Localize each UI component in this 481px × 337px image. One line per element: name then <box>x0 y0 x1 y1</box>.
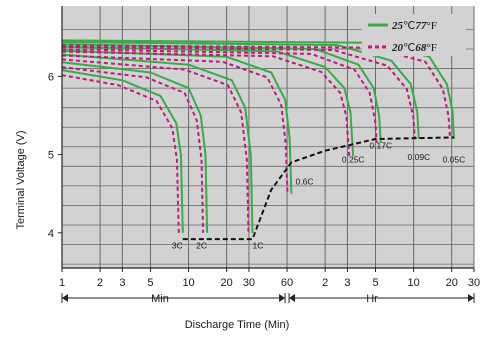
y-tick-label: 4 <box>48 228 54 240</box>
series-line-20c <box>61 50 351 157</box>
series-line-25c <box>61 39 455 140</box>
endpoint-curve-group <box>182 136 455 241</box>
curve-label-2C: 2C <box>196 240 207 250</box>
series-line-20c <box>61 44 451 140</box>
min-range-arrow-head-right <box>279 294 286 302</box>
y-tick-label: 5 <box>48 150 54 162</box>
series-line-20c <box>61 54 289 194</box>
x-tick-label: 3 <box>344 277 350 289</box>
legend-label-solid: 25℃77°F <box>391 20 437 32</box>
x-tick-label: 20 <box>446 277 458 289</box>
curve-label-0-09C: 0.09C <box>408 152 431 162</box>
series-line-25c <box>61 53 254 233</box>
x-tick-label: 5 <box>147 277 153 289</box>
x-tick-label: 10 <box>407 277 419 289</box>
series-line-20c <box>61 66 205 233</box>
legend-background <box>362 14 466 56</box>
series-line-25c <box>61 43 382 143</box>
x-unit-hr-label: Hr <box>366 293 378 305</box>
legend: 25℃77°F 20℃68°F <box>362 14 466 56</box>
x-tick-label: 60 <box>281 277 293 289</box>
x-tick-label: 5 <box>372 277 378 289</box>
axes: 4 5 6 1 2 3 5 10 20 30 60 2 3 5 10 20 30 <box>48 6 480 303</box>
series-line-25c <box>61 49 293 194</box>
curve-label-1C: 1C <box>252 240 263 250</box>
x-tick-label: 1 <box>59 277 65 289</box>
series-line-25c <box>61 41 420 140</box>
hr-range-arrow-head-left <box>289 294 296 302</box>
curve-label-0-17C: 0.17C <box>369 140 392 150</box>
x-tick-label: 20 <box>221 277 233 289</box>
x-tick-label: 2 <box>97 277 103 289</box>
curve-label-0-25C: 0.25C <box>342 154 365 164</box>
curve-label-0-6C: 0.6C <box>296 176 314 186</box>
endpoint-curve <box>182 136 455 241</box>
series-line-20c <box>61 58 250 233</box>
y-tick-label: 6 <box>48 71 54 83</box>
series-line-25c <box>61 61 209 233</box>
x-tick-label: 30 <box>468 277 480 289</box>
curve-label-3C: 3C <box>172 240 183 250</box>
x-tick-label: 3 <box>119 277 125 289</box>
series-line-20c <box>61 48 378 143</box>
series-line-20c <box>61 74 180 233</box>
x-tick-label: 30 <box>243 277 255 289</box>
x-tick-label: 10 <box>182 277 194 289</box>
x-tick-label: 2 <box>322 277 328 289</box>
hr-range-arrow-head-right <box>468 294 474 302</box>
series-line-20c <box>61 45 416 140</box>
series-line-25c <box>61 45 355 157</box>
series-line-25c <box>61 69 184 233</box>
min-range-arrow-head-left <box>62 294 68 302</box>
x-axis-title: Discharge Time (Min) <box>185 319 290 331</box>
curve-labels: 3C 2C 1C 0.6C 0.25C 0.17C 0.09C 0.05C <box>172 140 465 250</box>
curve-label-0-05C: 0.05C <box>443 154 466 164</box>
discharge-curves <box>61 39 455 233</box>
legend-label-dashed: 20℃68°F <box>391 42 437 54</box>
x-unit-min-label: Min <box>151 293 169 305</box>
y-axis-title: Terminal Voltage (V) <box>15 130 27 229</box>
